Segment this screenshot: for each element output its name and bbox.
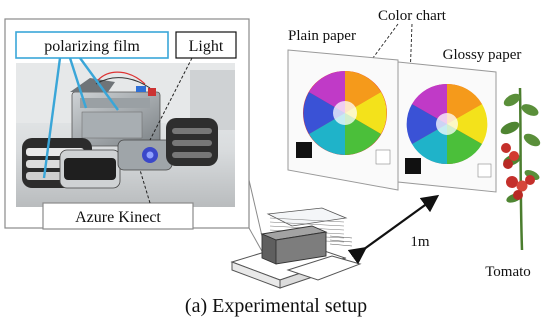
glossy-paper-sheet: [397, 61, 497, 193]
camera-device-icon: [230, 207, 362, 289]
polarizing-film-label: polarizing film: [44, 38, 140, 55]
film-callout-line-2: [68, 57, 88, 109]
film-callout-line-3: [79, 57, 119, 111]
tomato-label: Tomato: [485, 264, 531, 280]
color-wheel-icon: [406, 83, 488, 165]
white-patch: [375, 149, 391, 165]
kinect-callout-line: [139, 169, 151, 204]
figure-caption: (a) Experimental setup: [185, 295, 367, 317]
azure-kinect-label-box: [42, 202, 194, 230]
color-chart-pointer-left: [369, 23, 399, 63]
color-chart-label: Color chart: [378, 8, 447, 24]
light-callout-line: [149, 57, 193, 141]
light-label: Light: [189, 38, 224, 55]
light-label-box: [175, 31, 237, 59]
black-patch: [405, 158, 421, 174]
distance-arrow: [347, 194, 440, 265]
polarizing-film-label-box: [15, 31, 169, 59]
plain-paper-label: Plain paper: [288, 28, 356, 44]
black-patch: [296, 142, 312, 158]
azure-kinect-label: Azure Kinect: [75, 209, 161, 226]
glossy-paper-label: Glossy paper: [443, 47, 522, 63]
tomato-plant-icon: [500, 87, 541, 251]
photo-callout: polarizing film Light Azure Kinect: [4, 18, 269, 263]
distance-label: 1m: [410, 234, 430, 250]
film-callout-line-1: [42, 57, 62, 179]
color-wheel-icon: [303, 71, 387, 155]
plain-paper-sheet: [287, 49, 399, 191]
white-patch: [477, 163, 492, 178]
